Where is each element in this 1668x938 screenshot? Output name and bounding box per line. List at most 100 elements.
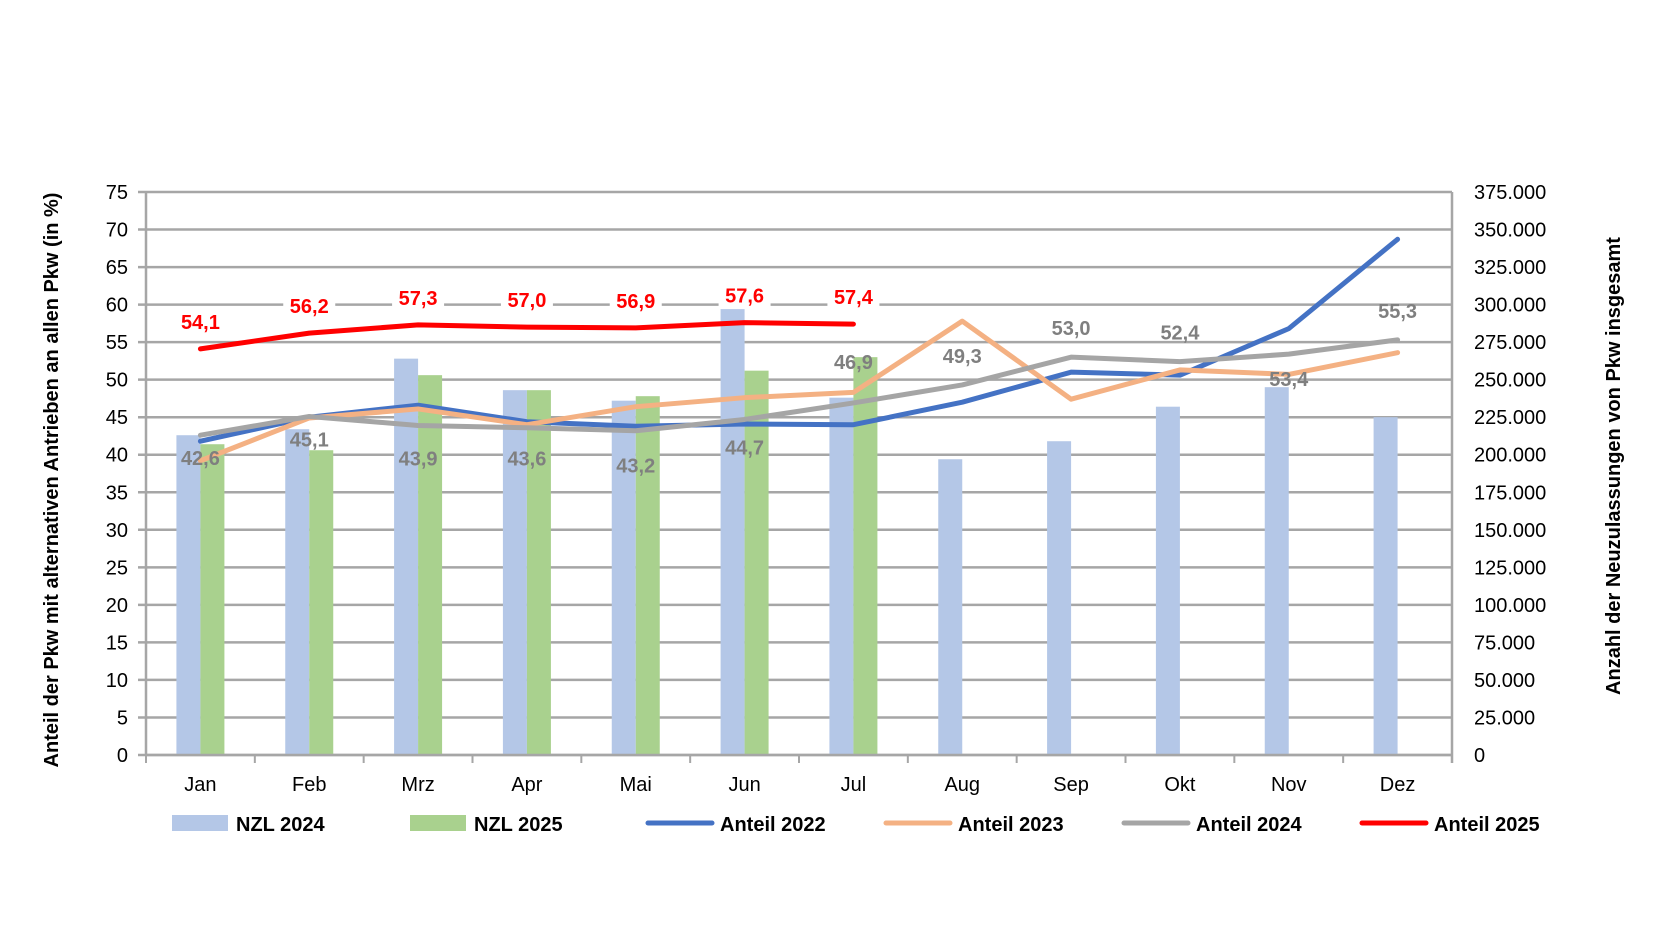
bar-nzl-2024 [720,309,745,755]
y-tick-label-right: 275.000 [1474,332,1546,354]
legend-item: Anteil 2025 [1359,814,1540,836]
data-label: 42,6 [181,448,220,470]
y-tick-label-right: 300.000 [1474,295,1546,317]
y-axis-left-ticks: 0 5 10 15 20 25 30 35 40 45 50 55 60 65 70 75 [106,182,128,767]
y-axis-right-ticks: 0 25.000 50.000 75.000 100.000 125.000 150.000… [1474,182,1546,767]
data-label: 46,9 [834,352,873,374]
bar-nzl-2024 [394,358,419,755]
x-tick-label: Okt [1164,774,1196,796]
legend-label: NZL 2025 [474,814,563,836]
data-label: 53,0 [1052,318,1091,340]
y-tick-label-right: 100.000 [1474,595,1546,617]
bar-nzl-2025 [744,370,769,755]
legend-label: Anteil 2022 [720,814,826,836]
bar-nzl-2024 [611,400,636,755]
y-tick-label-left: 35 [106,482,128,504]
y-tick-label-right: 350.000 [1474,220,1546,242]
x-tick-label: Sep [1053,774,1089,796]
x-tick-label: Jun [728,774,760,796]
data-label: 44,7 [725,437,764,459]
data-labels: 42,6 45,1 43,9 43,6 43,2 44,7 46,9 49,3 53,0 52,4… [174,283,1417,478]
y-tick-label-right: 75.000 [1474,632,1535,654]
y-tick-label-right: 200.000 [1474,445,1546,467]
bar-nzl-2025 [635,396,660,755]
legend-item: NZL 2025 [410,814,563,836]
x-tick-label: Feb [292,774,326,796]
legend-swatch-bar [172,815,228,831]
y-tick-label-left: 75 [106,182,128,204]
y-tick-label-left: 30 [106,520,128,542]
y-tick-label-right: 125.000 [1474,557,1546,579]
bar-nzl-2024 [176,435,201,755]
y-tick-label-right: 25.000 [1474,707,1535,729]
y-tick-label-left: 65 [106,257,128,279]
y-tick-label-left: 70 [106,220,128,242]
y-tick-label-left: 25 [106,557,128,579]
bars [176,309,1398,755]
data-label-bg [500,288,553,313]
legend-item: Anteil 2024 [1121,814,1302,836]
data-label: 49,3 [943,346,982,368]
y-tick-label-right: 325.000 [1474,257,1546,279]
x-tick-label: Nov [1271,774,1307,796]
y-axis-left-title: Anteil der Pkw mit alternativen Antriebe… [41,193,63,768]
data-label: 43,9 [399,448,438,470]
legend-label: Anteil 2024 [1196,814,1302,836]
y-tick-label-right: 250.000 [1474,370,1546,392]
data-label: 54,1 [181,312,220,334]
data-label-bg [283,294,336,319]
y-axis-right-title: Anzahl der Neuzulassungen von Pkw insges… [1603,237,1625,695]
x-tick-label: Mrz [401,774,434,796]
legend: NZL 2024 NZL 2025 Anteil 2022 Anteil 2023 An… [172,814,1540,836]
bar-nzl-2025 [853,357,878,755]
data-label-bg [827,285,880,310]
bar-nzl-2024 [829,397,854,755]
y-tick-label-left: 45 [106,407,128,429]
bar-nzl-2025 [309,450,334,755]
data-label: 57,0 [507,290,546,312]
x-axis-ticks: Jan Feb Mrz Apr Mai Jun Jul Aug Sep Okt Nov Dez [184,774,1415,796]
bar-nzl-2025 [526,390,551,755]
y-tick-label-right: 375.000 [1474,182,1546,204]
bar-nzl-2024 [938,459,963,755]
data-label: 43,6 [507,449,546,471]
y-tick-label-left: 60 [106,295,128,317]
y-tick-label-left: 40 [106,445,128,467]
legend-item: Anteil 2022 [645,814,826,836]
x-tick-label: Apr [511,774,542,796]
line-anteil-2025 [197,320,856,352]
data-label: 56,9 [616,291,655,313]
bar-nzl-2024 [285,429,310,755]
lines [197,236,1401,464]
bar-nzl-2025 [200,444,225,755]
data-label: 52,4 [1160,323,1200,345]
y-tick-label-right: 175.000 [1474,482,1546,504]
legend-label: Anteil 2023 [958,814,1064,836]
gridlines [138,190,1452,757]
x-tick-label: Jul [841,774,867,796]
data-label: 57,6 [725,286,764,308]
legend-label: Anteil 2025 [1434,814,1540,836]
line-anteil-2023 [197,318,1401,464]
x-tick-label: Dez [1380,774,1416,796]
bar-nzl-2024 [1047,441,1072,755]
data-label: 57,4 [834,287,874,309]
bar-nzl-2024 [1264,387,1289,755]
y-tick-label-left: 55 [106,332,128,354]
y-tick-label-left: 5 [117,707,128,729]
data-label: 57,3 [399,288,438,310]
data-label-bg [392,285,445,310]
data-label: 43,2 [616,456,655,478]
x-tick-label: Jan [184,774,216,796]
y-tick-label-right: 150.000 [1474,520,1546,542]
line-anteil-2024 [197,337,1401,438]
y-tick-label-left: 50 [106,370,128,392]
legend-swatch-bar [410,815,466,831]
y-tick-label-left: 0 [117,745,128,767]
legend-item: NZL 2024 [172,814,325,836]
line-anteil-2022 [197,236,1401,444]
y-tick-label-left: 10 [106,670,128,692]
data-label: 53,4 [1269,369,1309,391]
x-tick-label: Mai [620,774,652,796]
